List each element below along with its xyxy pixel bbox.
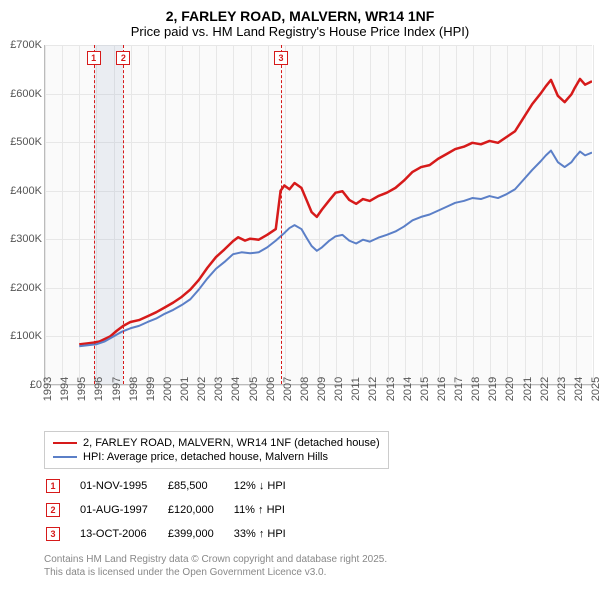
x-axis-label: 2000: [162, 377, 174, 401]
transaction-delta: 33% ↑ HPI: [234, 523, 304, 545]
x-axis-label: 1997: [111, 377, 123, 401]
legend: 2, FARLEY ROAD, MALVERN, WR14 1NF (detac…: [44, 431, 389, 469]
x-axis-label: 2001: [179, 377, 191, 401]
chart-title: 2, FARLEY ROAD, MALVERN, WR14 1NF: [8, 8, 592, 24]
x-axis-label: 2005: [248, 377, 260, 401]
gridline-v: [593, 45, 594, 384]
transaction-date: 01-NOV-1995: [80, 475, 166, 497]
x-axis-label: 2006: [265, 377, 277, 401]
marker-dashline: [94, 45, 95, 384]
x-axis-label: 2012: [367, 377, 379, 401]
plot-area: 1 2 3: [44, 45, 592, 385]
x-axis-label: 2010: [333, 377, 345, 401]
chart-marker: 3: [274, 51, 288, 65]
legend-label: HPI: Average price, detached house, Malv…: [83, 451, 328, 463]
chart-area: £0£100K£200K£300K£400K£500K£600K£700K 12…: [8, 45, 592, 425]
x-axis-label: 2018: [470, 377, 482, 401]
chart-marker: 1: [87, 51, 101, 65]
x-axis-label: 2007: [282, 377, 294, 401]
table-row: 3 13-OCT-2006£399,00033% ↑ HPI: [46, 523, 304, 545]
legend-swatch: [53, 456, 77, 458]
chart-marker: 2: [116, 51, 130, 65]
x-axis-label: 1995: [76, 377, 88, 401]
series-line: [79, 79, 592, 344]
x-axis-label: 1994: [59, 377, 71, 401]
y-axis-label: £400K: [10, 185, 42, 197]
attribution-line-2: This data is licensed under the Open Gov…: [44, 566, 592, 579]
x-axis-label: 2011: [350, 377, 362, 401]
transaction-marker: 3: [46, 527, 60, 541]
transaction-marker: 1: [46, 479, 60, 493]
x-axis-label: 2009: [316, 377, 328, 401]
legend-label: 2, FARLEY ROAD, MALVERN, WR14 1NF (detac…: [83, 437, 380, 449]
x-axis-label: 2008: [299, 377, 311, 401]
legend-row: HPI: Average price, detached house, Malv…: [53, 450, 380, 464]
x-axis-label: 1998: [128, 377, 140, 401]
table-row: 1 01-NOV-1995£85,50012% ↓ HPI: [46, 475, 304, 497]
x-axis-label: 1993: [42, 377, 54, 401]
x-axis-label: 2003: [213, 377, 225, 401]
x-axis-label: 2020: [504, 377, 516, 401]
marker-dashline: [281, 45, 282, 384]
transaction-price: £399,000: [168, 523, 232, 545]
transaction-date: 13-OCT-2006: [80, 523, 166, 545]
x-axis-label: 2002: [196, 377, 208, 401]
x-axis-label: 2013: [385, 377, 397, 401]
y-axis-label: £600K: [10, 88, 42, 100]
table-row: 2 01-AUG-1997£120,00011% ↑ HPI: [46, 499, 304, 521]
transaction-delta: 11% ↑ HPI: [234, 499, 304, 521]
x-axis-label: 2017: [453, 377, 465, 401]
x-axis-label: 2025: [590, 377, 600, 401]
x-axis-label: 2015: [419, 377, 431, 401]
y-axis-label: £0: [30, 379, 42, 391]
transaction-price: £85,500: [168, 475, 232, 497]
x-axis-label: 1996: [93, 377, 105, 401]
x-axis-label: 2014: [402, 377, 414, 401]
x-axis-label: 2016: [436, 377, 448, 401]
chart-subtitle: Price paid vs. HM Land Registry's House …: [8, 24, 592, 39]
x-axis-label: 2021: [522, 377, 534, 401]
x-axis-label: 1999: [145, 377, 157, 401]
y-axis-label: £300K: [10, 233, 42, 245]
transaction-delta: 12% ↓ HPI: [234, 475, 304, 497]
y-axis-label: £100K: [10, 330, 42, 342]
series-line: [79, 151, 592, 347]
transactions-table: 1 01-NOV-1995£85,50012% ↓ HPI 2 01-AUG-1997…: [44, 473, 306, 547]
transaction-marker: 2: [46, 503, 60, 517]
attribution-line-1: Contains HM Land Registry data © Crown c…: [44, 553, 592, 566]
x-axis-label: 2004: [230, 377, 242, 401]
transaction-date: 01-AUG-1997: [80, 499, 166, 521]
marker-dashline: [123, 45, 124, 384]
legend-row: 2, FARLEY ROAD, MALVERN, WR14 1NF (detac…: [53, 436, 380, 450]
attribution: Contains HM Land Registry data © Crown c…: [44, 553, 592, 579]
x-axis-label: 2023: [556, 377, 568, 401]
y-axis-label: £200K: [10, 282, 42, 294]
y-axis-label: £500K: [10, 136, 42, 148]
transaction-price: £120,000: [168, 499, 232, 521]
legend-swatch: [53, 442, 77, 444]
x-axis-label: 2024: [573, 377, 585, 401]
y-axis-label: £700K: [10, 39, 42, 51]
x-axis-label: 2022: [539, 377, 551, 401]
x-axis-label: 2019: [487, 377, 499, 401]
